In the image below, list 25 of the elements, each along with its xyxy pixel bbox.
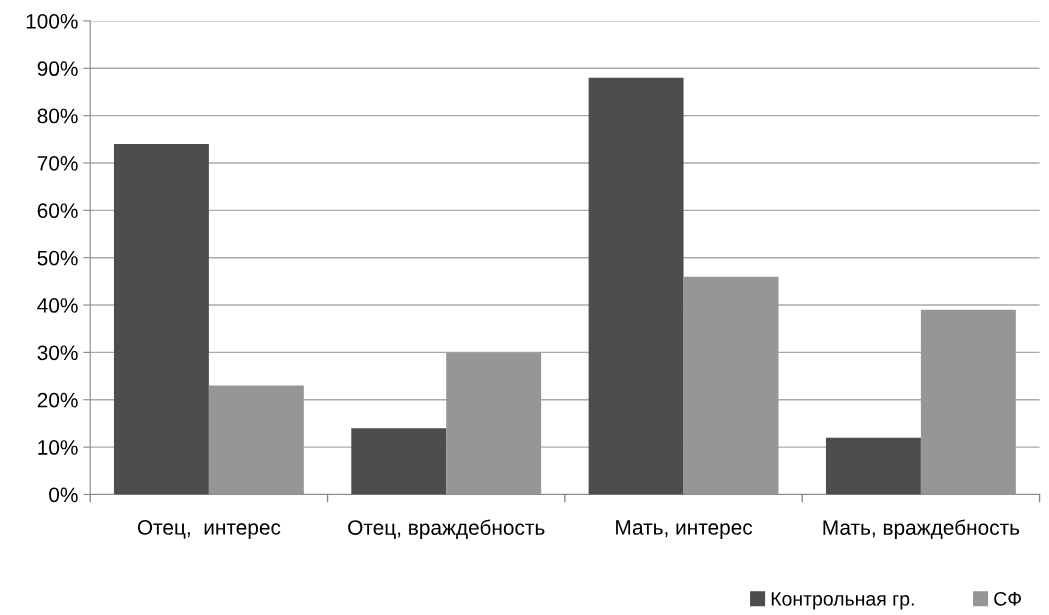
bar bbox=[446, 352, 542, 495]
bar bbox=[683, 276, 779, 495]
y-tick-label: 40% bbox=[37, 298, 78, 313]
y-tick-label: 100% bbox=[26, 13, 78, 29]
y-tick-label: 0% bbox=[49, 487, 78, 503]
bar bbox=[920, 309, 1016, 495]
y-tick-label: 50% bbox=[37, 250, 78, 266]
y-tick-label: 30% bbox=[37, 345, 78, 361]
y-tick-label: 90% bbox=[37, 61, 78, 77]
x-tick-label: Мать, враждебность bbox=[823, 519, 1020, 540]
y-tick-label: 60% bbox=[37, 203, 78, 219]
bar bbox=[113, 144, 209, 495]
bar bbox=[351, 428, 447, 495]
x-tick-label: Отец, интерес bbox=[137, 520, 281, 539]
bar bbox=[588, 77, 684, 495]
y-tick-label: 80% bbox=[37, 108, 78, 124]
legend-label: Контрольная гр. bbox=[771, 592, 914, 610]
x-tick-label: Мать, интерес bbox=[616, 520, 753, 539]
y-tick-label: 20% bbox=[37, 392, 78, 408]
y-tick-label: 10% bbox=[38, 440, 78, 455]
x-tick-label: Отец, враждебность bbox=[348, 519, 545, 540]
bar bbox=[825, 437, 921, 495]
y-tick-label: 70% bbox=[37, 155, 78, 171]
legend-label: СФ bbox=[994, 591, 1021, 606]
bar bbox=[208, 385, 304, 495]
